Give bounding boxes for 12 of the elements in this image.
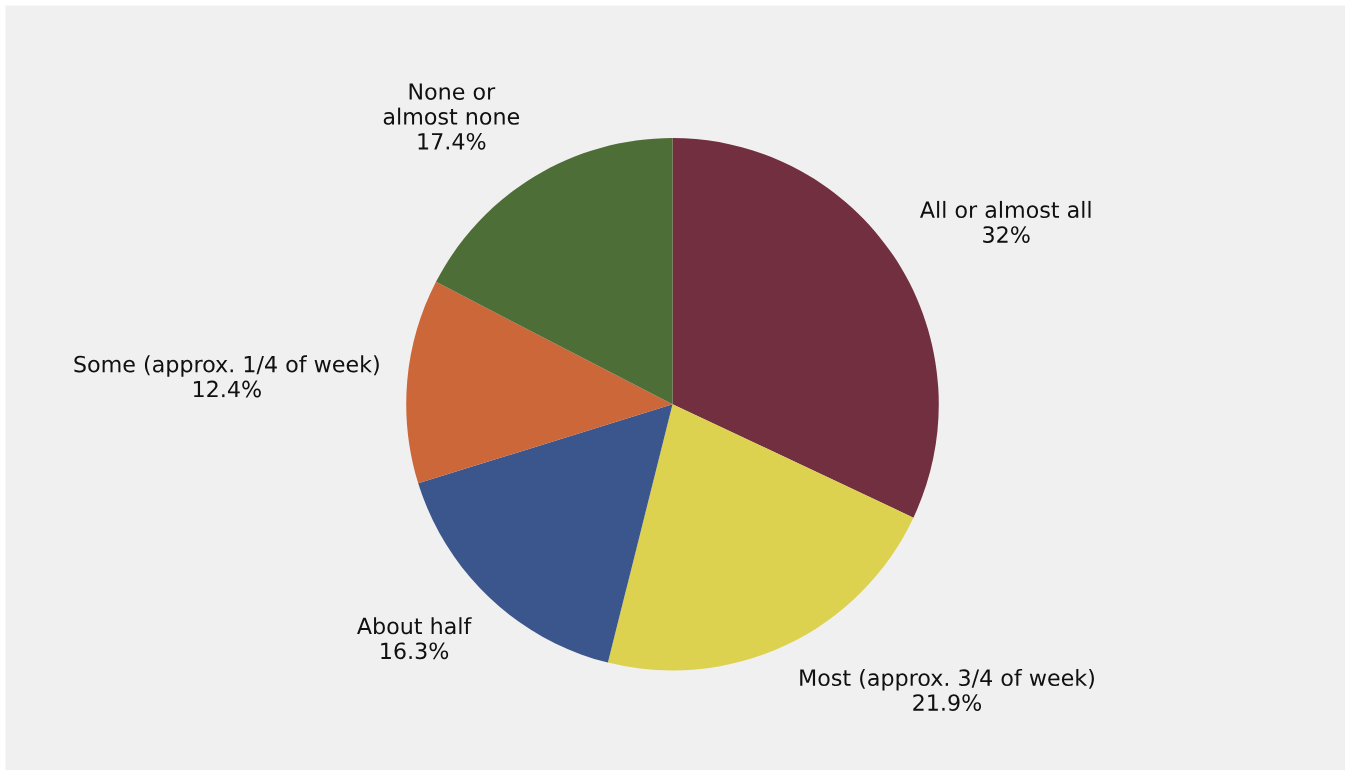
data-label: 21.9% <box>913 694 982 711</box>
pie-slice <box>607 404 914 671</box>
slice-label: Some (approx. 1/4 of week) <box>74 355 379 377</box>
data-label: 16.3% <box>381 642 449 660</box>
data-label: 17.4% <box>418 132 486 150</box>
slice-label: About half <box>357 617 472 635</box>
pie-slice <box>406 281 673 484</box>
slice-label: All or almost all <box>919 200 1091 219</box>
data-label: 32% <box>983 226 1030 243</box>
slice-label: Most (approx. 3/4 of week) <box>800 668 1094 691</box>
data-label: 12.4% <box>193 380 261 398</box>
slice-label: None or almost none <box>383 83 520 125</box>
